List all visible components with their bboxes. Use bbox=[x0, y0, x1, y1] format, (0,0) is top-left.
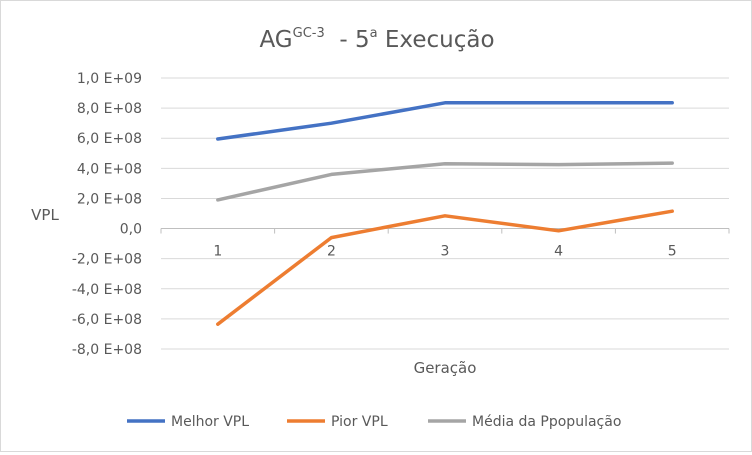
y-tick-label: -2,0 E+08 bbox=[72, 252, 142, 268]
x-tick-label: 4 bbox=[554, 244, 563, 260]
legend-label: Média da Ppopulação bbox=[472, 414, 621, 430]
x-tick-label: 2 bbox=[327, 244, 336, 260]
y-tick-label: -6,0 E+08 bbox=[72, 312, 142, 328]
series-lines bbox=[216, 101, 674, 326]
series-line-2 bbox=[216, 209, 674, 326]
y-tick-label: 6,0 E+08 bbox=[77, 131, 142, 147]
y-tick-labels: 1,0 E+09 8,0 E+08 6,0 E+08 4,0 E+08 2,0 E+08… bbox=[72, 71, 142, 358]
y-tick-label: 4,0 E+08 bbox=[77, 161, 142, 177]
legend: Melhor VPL Pior VPL Média da Ppopulação bbox=[127, 414, 621, 430]
x-axis-label: Geração bbox=[414, 359, 477, 377]
x-tick-label: 5 bbox=[668, 244, 677, 260]
legend-label: Pior VPL bbox=[331, 414, 388, 430]
chart-title-sup2: a bbox=[370, 26, 378, 41]
x-tick-label: 3 bbox=[441, 244, 450, 260]
y-tick-label: 1,0 E+09 bbox=[77, 71, 142, 87]
y-axis-label: VPL bbox=[31, 206, 59, 224]
chart-title-end: Execução bbox=[378, 27, 495, 53]
chart-title: AGGC-3 - 5a Execução bbox=[259, 26, 494, 53]
chart-title-rest: - 5 bbox=[325, 27, 370, 53]
legend-label: Melhor VPL bbox=[171, 414, 249, 430]
series-line-1 bbox=[216, 101, 674, 141]
x-tick-labels: 1 2 3 4 5 bbox=[213, 244, 676, 260]
series-line-3 bbox=[216, 161, 674, 202]
y-tick-label: -8,0 E+08 bbox=[72, 342, 142, 358]
y-tick-label: 0,0 bbox=[120, 222, 142, 238]
chart-title-main: AG bbox=[259, 27, 292, 53]
x-tick-label: 1 bbox=[213, 244, 222, 260]
y-tick-label: -4,0 E+08 bbox=[72, 282, 142, 298]
grid-lines bbox=[160, 77, 730, 350]
y-tick-label: 2,0 E+08 bbox=[77, 191, 142, 207]
chart-title-sup: GC-3 bbox=[293, 26, 325, 41]
y-tick-label: 8,0 E+08 bbox=[77, 101, 142, 117]
